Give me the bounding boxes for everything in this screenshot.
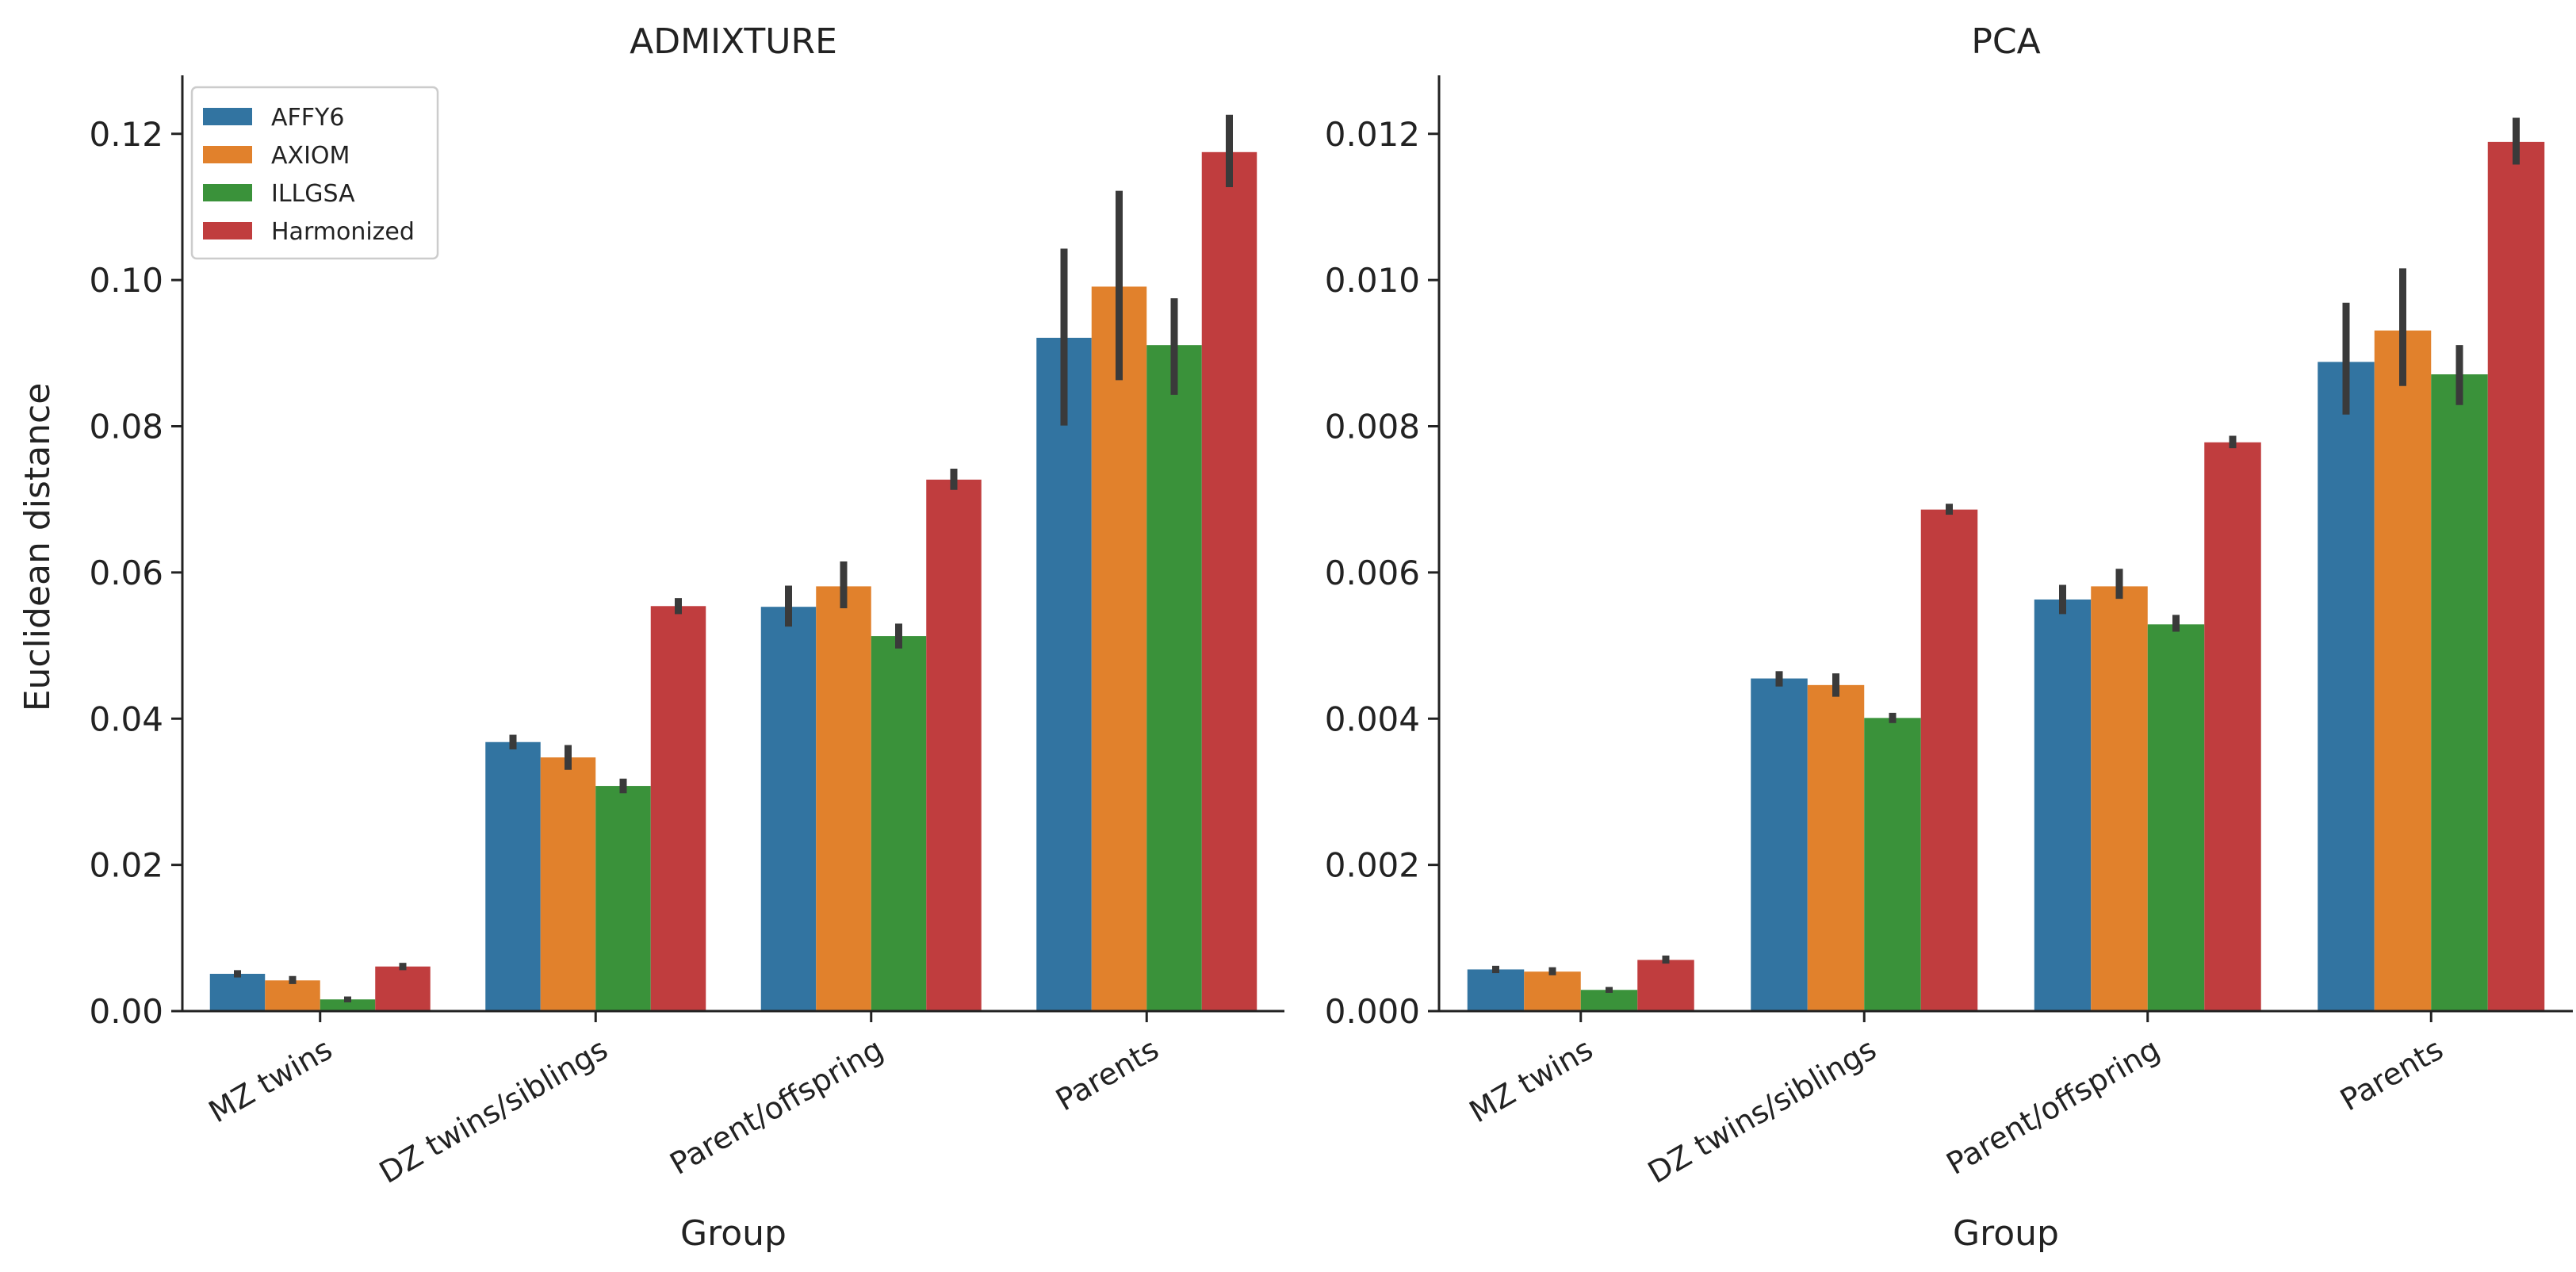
admixture-bar-axiom-parent-offspring — [816, 586, 871, 1011]
admixture-y-tick-label: 0.10 — [89, 261, 163, 300]
pca-y-tick-label: 0.012 — [1325, 115, 1420, 154]
admixture-bar-harmonized-parents — [1201, 151, 1257, 1011]
pca-bar-affy6-mz-twins — [1467, 969, 1525, 1011]
pca-bar-axiom-dz-twins-siblings — [1807, 684, 1865, 1011]
pca-bar-affy6-parent-offspring — [2034, 599, 2092, 1011]
admixture-bar-affy6-dz-twins-siblings — [485, 741, 541, 1011]
pca-x-axis-label: Group — [1953, 1213, 2059, 1254]
pca-bar-axiom-mz-twins — [1524, 971, 1581, 1011]
admixture-bar-illgsa-parent-offspring — [871, 636, 927, 1011]
pca-title: PCA — [1971, 21, 2040, 62]
pca-bar-harmonized-parent-offspring — [2204, 442, 2261, 1011]
admixture-bar-affy6-parent-offspring — [760, 607, 817, 1011]
pca-bar-affy6-parents — [2318, 362, 2375, 1011]
admixture-y-tick-label: 0.06 — [89, 554, 163, 592]
pca-bar-harmonized-dz-twins-siblings — [1920, 509, 1978, 1011]
admixture-bar-affy6-mz-twins — [209, 973, 266, 1011]
legend: AFFY6 AXIOM ILLGSA Harmonized — [190, 86, 439, 260]
legend-label-harmonized: Harmonized — [271, 218, 415, 246]
y-axis-label: Euclidean distance — [17, 383, 58, 712]
pca-bar-affy6-dz-twins-siblings — [1751, 678, 1808, 1011]
admixture-bar-harmonized-mz-twins — [375, 966, 431, 1011]
legend-box — [190, 86, 439, 260]
legend-label-illgsa: ILLGSA — [271, 180, 355, 208]
pca-bar-harmonized-mz-twins — [1637, 960, 1694, 1011]
admixture-bar-illgsa-dz-twins-siblings — [595, 786, 651, 1011]
pca-bar-harmonized-parents — [2487, 141, 2545, 1011]
pca-bar-illgsa-parents — [2431, 374, 2488, 1011]
admixture-bar-harmonized-dz-twins-siblings — [650, 606, 706, 1011]
admixture-y-tick-label: 0.04 — [89, 699, 163, 738]
legend-swatch-axiom — [203, 146, 252, 163]
pca-y-tick-label: 0.006 — [1325, 554, 1420, 592]
admixture-bar-illgsa-mz-twins — [320, 999, 376, 1011]
legend-swatch-affy6 — [203, 108, 252, 125]
admixture-y-tick-label: 0.08 — [89, 408, 163, 446]
admixture-bar-harmonized-parent-offspring — [926, 479, 982, 1011]
admixture-y-tick-label: 0.02 — [89, 846, 163, 885]
pca-y-tick-label: 0.000 — [1325, 992, 1420, 1031]
pca-y-tick-label: 0.002 — [1325, 846, 1420, 885]
admixture-bar-affy6-parents — [1036, 337, 1092, 1011]
legend-swatch-harmonized — [203, 222, 252, 239]
pca-y-tick-label: 0.008 — [1325, 408, 1420, 446]
admixture-title: ADMIXTURE — [630, 21, 837, 62]
admixture-bar-illgsa-parents — [1146, 345, 1202, 1011]
legend-label-axiom: AXIOM — [271, 142, 350, 170]
pca-bar-illgsa-mz-twins — [1580, 990, 1638, 1011]
pca-bar-illgsa-parent-offspring — [2147, 624, 2205, 1011]
admixture-bar-axiom-mz-twins — [265, 980, 320, 1011]
pca-bar-axiom-parents — [2374, 330, 2432, 1011]
admixture-bar-axiom-parents — [1091, 286, 1147, 1011]
legend-swatch-illgsa — [203, 184, 252, 201]
admixture-x-axis-label: Group — [680, 1213, 787, 1254]
pca-y-tick-label: 0.004 — [1325, 699, 1420, 738]
pca-bar-axiom-parent-offspring — [2091, 586, 2148, 1011]
legend-label-affy6: AFFY6 — [271, 104, 344, 132]
admixture-y-tick-label: 0.12 — [89, 115, 163, 154]
admixture-bar-axiom-dz-twins-siblings — [540, 757, 596, 1011]
admixture-y-tick-label: 0.00 — [89, 992, 163, 1031]
pca-y-tick-label: 0.010 — [1325, 261, 1420, 300]
pca-bar-illgsa-dz-twins-siblings — [1864, 718, 1921, 1011]
